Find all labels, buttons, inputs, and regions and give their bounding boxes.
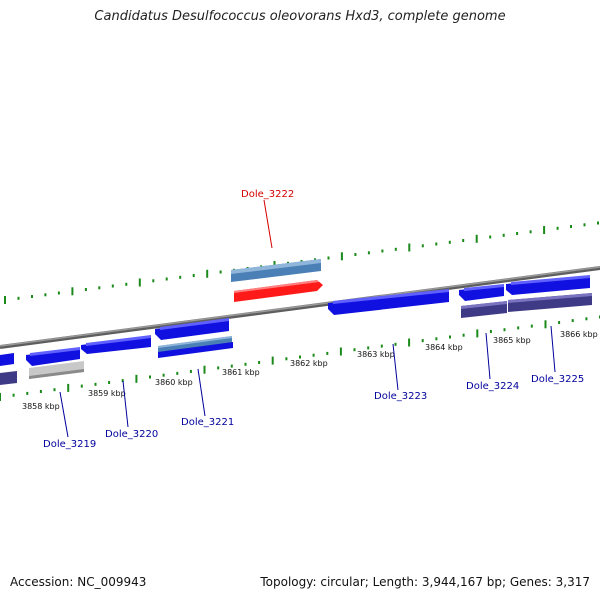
feature-dole-3221-cds-arrow[interactable] <box>155 318 229 340</box>
ruler-label-3861: 3861 kbp <box>222 368 260 377</box>
ruler-label-3859: 3859 kbp <box>88 389 126 398</box>
ruler-labels: 3858 kbp 3859 kbp 3860 kbp 3861 kbp 3862… <box>22 330 598 411</box>
feature-dole-3219-pseudo-bar[interactable] <box>29 361 84 379</box>
leader-dole-3220 <box>122 380 129 428</box>
ruler-label-3862: 3862 kbp <box>290 359 328 368</box>
leader-dole-3222 <box>263 199 273 249</box>
gene-label-leaders <box>59 199 556 438</box>
feature-dole-3225-cds-arrow[interactable] <box>506 275 590 295</box>
leader-dole-3219 <box>59 391 69 438</box>
gene-label-dole-3220[interactable]: Dole_3220 <box>105 429 158 440</box>
leader-dole-3224 <box>485 332 491 380</box>
leader-dole-3225 <box>550 325 556 373</box>
gene-label-dole-3219[interactable]: Dole_3219 <box>43 439 96 450</box>
feature-dole-3222-rna-bar[interactable] <box>231 259 321 282</box>
ruler-label-3864: 3864 kbp <box>425 343 463 352</box>
feature-left-edge-purple[interactable] <box>0 371 17 385</box>
feature-dole-3221-rna-bar[interactable] <box>158 336 232 353</box>
accession-text: Accession: NC_009943 <box>10 575 147 589</box>
feature-dole-3225-purple-bar[interactable] <box>508 293 592 312</box>
ruler-label-3863: 3863 kbp <box>357 350 395 359</box>
gene-label-dole-3224[interactable]: Dole_3224 <box>466 381 519 392</box>
feature-dole-3223-cds-arrow[interactable] <box>328 289 449 315</box>
leader-dole-3223 <box>392 343 399 391</box>
feature-dole-3219-cds-arrow[interactable] <box>26 347 80 366</box>
gene-label-dole-3223[interactable]: Dole_3223 <box>374 391 427 402</box>
feature-dole-3222-cds-arrow[interactable] <box>234 280 323 302</box>
gene-label-dole-3225[interactable]: Dole_3225 <box>531 374 584 385</box>
ruler-label-3866: 3866 kbp <box>560 330 598 339</box>
feature-dole-3220-cds-arrow[interactable] <box>81 335 151 354</box>
leader-dole-3221 <box>197 368 206 417</box>
genome-summary-text: Topology: circular; Length: 3,944,167 bp… <box>260 575 590 589</box>
gene-labels: Dole_3219 Dole_3220 Dole_3221 Dole_3222 … <box>43 189 584 450</box>
feature-dole-3224-purple-bar[interactable] <box>461 301 507 318</box>
genome-backbone <box>0 266 600 349</box>
lower-tick-ruler <box>0 315 600 401</box>
ruler-label-3858: 3858 kbp <box>22 402 60 411</box>
feature-dole-3221-cds-bar[interactable] <box>158 342 233 358</box>
feature-left-edge-cds[interactable] <box>0 353 14 366</box>
gene-label-dole-3221[interactable]: Dole_3221 <box>181 417 234 428</box>
ruler-label-3865: 3865 kbp <box>493 336 531 345</box>
gene-label-dole-3222[interactable]: Dole_3222 <box>241 189 294 200</box>
genome-title: Candidatus Desulfococcus oleovorans Hxd3… <box>94 9 506 24</box>
feature-dole-3224-cds-arrow[interactable] <box>459 284 504 301</box>
ruler-label-3860: 3860 kbp <box>155 378 193 387</box>
